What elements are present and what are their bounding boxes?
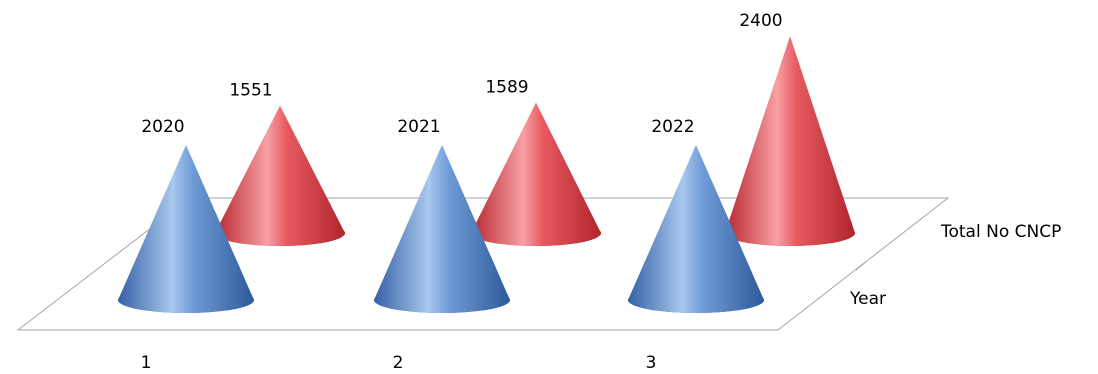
depth-label-year: Year <box>849 289 886 309</box>
data-label-total-no-cncp-1: 1551 <box>229 81 272 101</box>
cone-total-no-cncp-2 <box>471 102 601 246</box>
data-label-year-3: 2022 <box>651 117 694 137</box>
depth-axis-labels: Year Total No CNCP <box>849 222 1061 309</box>
cone-total-no-cncp-1 <box>215 105 345 246</box>
x-tick-label-2: 2 <box>393 353 404 373</box>
depth-label-total-no-cncp: Total No CNCP <box>940 222 1061 242</box>
cone-year-1 <box>118 144 254 313</box>
x-tick-label-3: 3 <box>646 353 657 373</box>
series-year: 2020 2021 2022 <box>118 117 764 313</box>
cone-year-3 <box>628 144 764 313</box>
data-label-total-no-cncp-2: 1589 <box>485 78 528 98</box>
x-axis-ticks: 1 2 3 <box>141 353 657 373</box>
data-label-year-2: 2021 <box>397 117 440 137</box>
data-label-total-no-cncp-3: 2400 <box>739 11 782 31</box>
data-label-year-1: 2020 <box>141 117 184 137</box>
depth-axis-tick <box>855 261 867 271</box>
cone-total-no-cncp-3 <box>725 36 855 246</box>
cone-year-2 <box>374 144 510 313</box>
series-total-no-cncp: 1551 1589 2400 <box>215 11 855 246</box>
x-tick-label-1: 1 <box>141 353 152 373</box>
chart-floor <box>16 197 950 331</box>
